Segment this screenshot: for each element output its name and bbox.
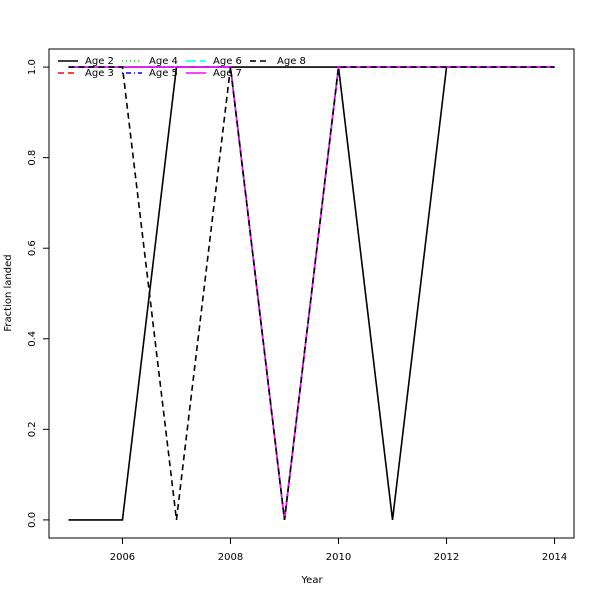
legend-label: Age 6 (213, 56, 242, 67)
legend-label: Age 7 (213, 68, 242, 79)
y-tick-label: 0.2 (27, 421, 38, 437)
y-axis-title: Fraction landed (3, 254, 14, 331)
x-tick-label: 2006 (110, 552, 135, 563)
y-tick-label: 0.8 (27, 150, 38, 166)
plot-frame (48, 48, 575, 539)
x-tick-label: 2014 (542, 552, 567, 563)
legend-label: Age 3 (85, 68, 114, 79)
x-axis-title: Year (300, 575, 323, 586)
legend-label: Age 4 (149, 56, 178, 67)
x-tick-label: 2012 (434, 552, 459, 563)
legend-label: Age 5 (149, 68, 178, 79)
y-tick-label: 1.0 (27, 59, 38, 75)
y-tick-label: 0.4 (27, 331, 38, 347)
series-line (68, 66, 555, 520)
y-tick-label: 0.0 (27, 512, 38, 528)
legend-label: Age 8 (277, 56, 306, 67)
series-line (68, 66, 555, 520)
x-tick-label: 2010 (326, 552, 351, 563)
x-tick-label: 2008 (218, 552, 243, 563)
y-tick-label: 0.6 (27, 240, 38, 256)
legend-label: Age 2 (85, 56, 114, 67)
